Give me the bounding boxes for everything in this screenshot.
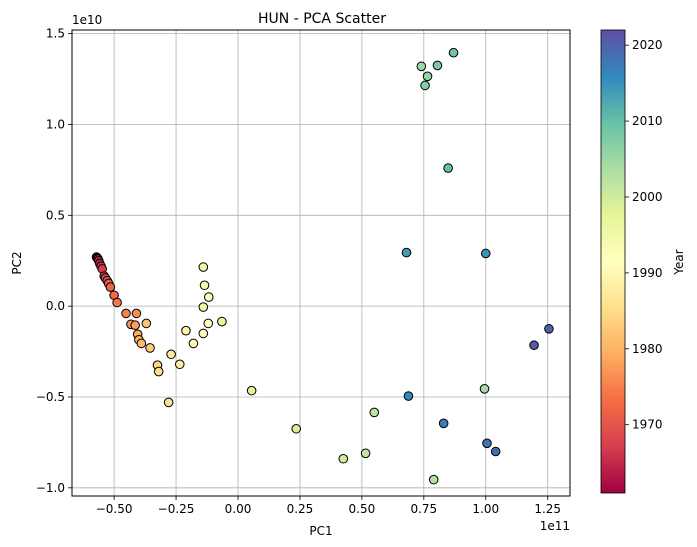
- scatter-point: [174, 359, 185, 370]
- scatter-point: [338, 453, 349, 464]
- y-axis-label: PC2: [10, 251, 24, 274]
- colorbar-ticks: 1970 1980 1990 2000 2010 2020: [625, 38, 663, 432]
- scatter-point: [443, 163, 453, 173]
- scatter-point: [369, 407, 380, 418]
- scatter-point: [163, 397, 174, 408]
- colorbar-tick-label: 2000: [632, 190, 663, 204]
- colorbar-label: Year: [672, 249, 686, 275]
- scatter-point: [291, 423, 302, 434]
- scatter-point: [480, 248, 491, 259]
- scatter-point: [482, 438, 492, 449]
- x-axis-ticks: −0.50 −0.25 0.00 0.25 0.50 0.75 1.00 1.25: [96, 496, 561, 516]
- colorbar-tick-label: 2010: [632, 114, 663, 128]
- scatter-point: [217, 316, 227, 327]
- scatter-point: [141, 318, 152, 329]
- x-tick-label: 0.00: [225, 502, 252, 516]
- scatter-point: [203, 292, 214, 302]
- scatter-point: [422, 71, 433, 82]
- scatter-point: [203, 318, 214, 329]
- x-offset-text: 1e11: [540, 519, 570, 533]
- chart-title: HUN - PCA Scatter: [258, 11, 386, 27]
- x-tick-label: 0.75: [410, 502, 437, 516]
- y-tick-label: −1.0: [36, 481, 65, 495]
- scatter-point: [529, 340, 539, 351]
- plot-frame: [71, 29, 571, 497]
- scatter-point: [448, 47, 459, 58]
- colorbar-tick-label: 1990: [632, 266, 663, 280]
- scatter-point: [198, 328, 209, 339]
- y-tick-label: 0.5: [46, 208, 65, 222]
- grid-lines: [72, 30, 570, 496]
- y-offset-text: 1e10: [72, 13, 102, 27]
- scatter-point: [136, 338, 147, 349]
- scatter-point: [153, 366, 164, 377]
- scatter-point: [199, 280, 210, 291]
- scatter-point: [544, 324, 554, 334]
- colorbar: [600, 29, 626, 494]
- scatter-point: [420, 80, 430, 91]
- scatter-point: [145, 343, 155, 353]
- x-tick-label: 0.25: [287, 502, 314, 516]
- scatter-point: [416, 61, 427, 72]
- scatter-point: [432, 60, 443, 71]
- scatter-point: [479, 384, 490, 394]
- scatter-points: [91, 47, 554, 485]
- x-axis-label: PC1: [309, 524, 332, 538]
- scatter-point: [131, 308, 142, 319]
- scatter-point: [188, 338, 199, 349]
- scatter-point: [403, 391, 414, 401]
- scatter-point: [198, 262, 209, 272]
- y-tick-label: −0.5: [36, 390, 65, 404]
- colorbar-tick-label: 1980: [632, 342, 663, 356]
- y-axis-ticks: −1.0 −0.5 0.0 0.5 1.0 1.5: [36, 27, 72, 495]
- y-tick-label: 0.0: [46, 299, 65, 313]
- scatter-point: [246, 385, 257, 396]
- scatter-point: [112, 297, 122, 308]
- x-tick-label: 0.50: [349, 502, 376, 516]
- y-tick-label: 1.5: [46, 27, 65, 41]
- y-tick-label: 1.0: [46, 117, 65, 131]
- scatter-point: [360, 448, 371, 459]
- x-tick-label: −0.50: [96, 502, 133, 516]
- scatter-point: [490, 446, 501, 457]
- colorbar-tick-label: 2020: [632, 38, 663, 52]
- scatter-point: [401, 247, 412, 258]
- scatter-point: [105, 282, 116, 292]
- scatter-point: [130, 320, 140, 331]
- scatter-point: [121, 308, 131, 319]
- scatter-point: [198, 302, 209, 312]
- x-tick-label: −0.25: [158, 502, 195, 516]
- scatter-point: [438, 418, 449, 429]
- scatter-point: [181, 325, 191, 336]
- colorbar-tick-label: 1970: [632, 418, 663, 432]
- scatter-point: [428, 474, 439, 485]
- scatter-point: [166, 349, 176, 360]
- x-tick-label: 1.00: [472, 502, 499, 516]
- x-tick-label: 1.25: [534, 502, 561, 516]
